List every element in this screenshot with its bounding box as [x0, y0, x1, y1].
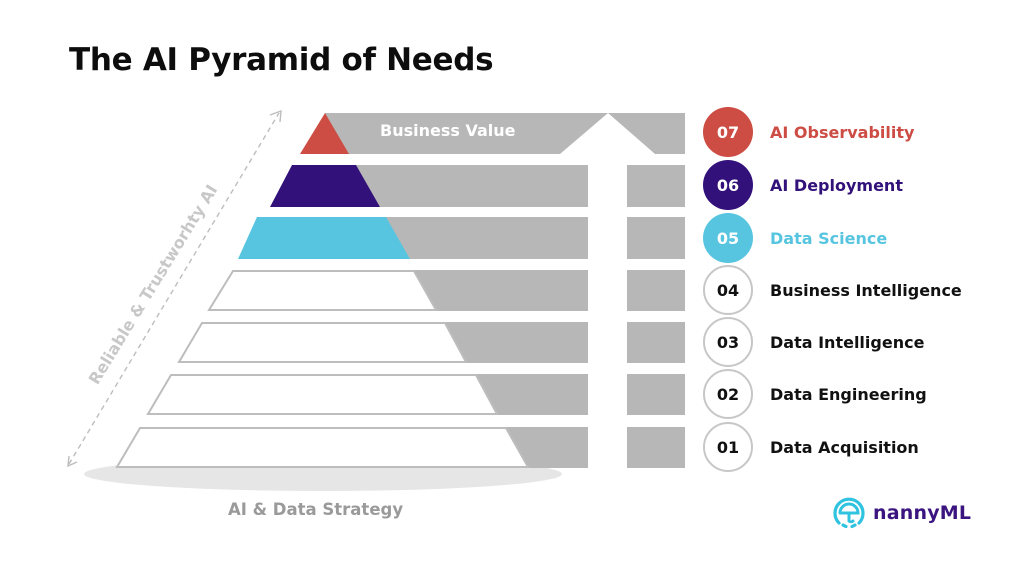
- legend-item-02: 02 Data Engineering: [703, 369, 927, 419]
- layer-04-business-intelligence: [207, 270, 438, 311]
- level-label-07: AI Observability: [770, 122, 915, 142]
- business-value-label: Business Value: [380, 121, 516, 140]
- legend-item-04: 04 Business Intelligence: [703, 265, 962, 315]
- layer-05-data-science: [238, 217, 410, 259]
- legend-item-03: 03 Data Intelligence: [703, 317, 924, 367]
- layer-03-data-intelligence: [177, 322, 468, 363]
- nannyml-logo: nannyML: [831, 495, 971, 531]
- level-label-05: Data Science: [770, 228, 888, 248]
- row-bands: [330, 165, 685, 468]
- legend-item-01: 01 Data Acquisition: [703, 422, 919, 472]
- level-label-01: Data Acquisition: [770, 437, 919, 457]
- level-label-06: AI Deployment: [770, 175, 903, 195]
- nannyml-logo-text: nannyML: [873, 502, 972, 524]
- layer-02-data-engineering: [146, 374, 499, 415]
- level-badge-01: 01: [703, 422, 753, 472]
- level-label-04: Business Intelligence: [770, 280, 962, 300]
- level-badge-05: 05: [703, 213, 753, 263]
- page-title: The AI Pyramid of Needs: [69, 42, 494, 78]
- level-badge-06: 06: [703, 160, 753, 210]
- level-badge-04: 04: [703, 265, 753, 315]
- layer-01-data-acquisition: [115, 427, 530, 468]
- legend-item-05: 05 Data Science: [703, 213, 887, 263]
- level-label-02: Data Engineering: [770, 384, 927, 404]
- layer-06-deployment: [270, 165, 380, 207]
- nannyml-logo-icon: [833, 497, 865, 529]
- business-value-band-right: [608, 113, 685, 154]
- legend-item-06: 06 AI Deployment: [703, 160, 903, 210]
- level-badge-07: 07: [703, 107, 753, 157]
- ai-data-strategy-label: AI & Data Strategy: [228, 500, 404, 519]
- reliability-axis-arrow: [67, 109, 282, 468]
- level-badge-03: 03: [703, 317, 753, 367]
- level-badge-02: 02: [703, 369, 753, 419]
- legend-item-07: 07 AI Observability: [703, 107, 914, 157]
- business-value-band-mid: [325, 113, 608, 154]
- layer-07-observability: [300, 113, 349, 154]
- level-label-03: Data Intelligence: [770, 332, 925, 352]
